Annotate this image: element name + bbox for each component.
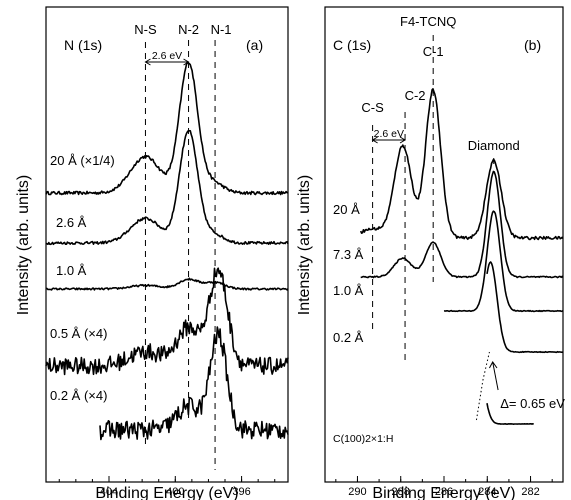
x-axis-label-a: Binding Energy (eV) [95, 485, 238, 500]
peak-name-label: C-S [361, 100, 384, 115]
panel-a-core-level: N (1s) [64, 37, 102, 53]
series-label: C(100)2×1:H [333, 433, 393, 445]
peak-name-label: N-S [134, 22, 157, 37]
peak-name-label: N-2 [178, 22, 199, 37]
energy-shift-label: Δ= 0.65 eV [500, 396, 565, 411]
series-label: 1.0 Å [56, 263, 87, 278]
x-tick-label: 284 [478, 486, 496, 498]
spectrum-line [360, 170, 564, 279]
shift-arrow-head [399, 136, 407, 144]
spectrum-line [45, 129, 289, 246]
spectrum-line [45, 267, 289, 376]
spectrum-line [45, 61, 289, 196]
spectrum-line [486, 261, 564, 354]
panel-b-label: (b) [524, 37, 541, 53]
spectrum-line [359, 88, 564, 241]
panel-b: C (1s) (b) F4-TCNQ 290 288 286 284 282 C-S C-2… [324, 6, 565, 498]
shift-arrow-head [183, 58, 190, 66]
shift-label: 2.6 eV [374, 128, 404, 140]
panel-a-label: (a) [246, 37, 263, 53]
x-tick-label: 288 [392, 486, 410, 498]
peak-name-label: N-1 [211, 22, 232, 37]
shift-arrow-head [144, 58, 151, 66]
x-tick-label: 400 [166, 486, 184, 498]
panel-a: N (1s) (a) 404 400 396 N-S N-2 N-1 2.6 eV 20 Å … [45, 6, 289, 498]
x-tick-label: 286 [435, 486, 453, 498]
spectrum-line [99, 326, 289, 441]
shift-arrow-head [371, 136, 378, 144]
panel-a-frame [45, 6, 289, 483]
y-axis-label-b: Intensity (arb. units) [296, 175, 313, 316]
series-label: 1.0 Å [333, 283, 364, 298]
spectrum-line [45, 277, 289, 291]
peak-name-label: C-1 [423, 44, 444, 59]
x-tick-label: 282 [521, 486, 539, 498]
series-label: 20 Å (×1/4) [50, 153, 115, 168]
y-axis-label-a: Intensity (arb. units) [15, 175, 32, 316]
x-tick-label: 396 [232, 486, 250, 498]
series-label: 0.2 Å (×4) [50, 388, 107, 403]
peak-name-label: Diamond [468, 138, 520, 153]
x-tick-label: 404 [100, 486, 118, 498]
delta-arrow [492, 361, 499, 391]
panel-b-header-label: F4-TCNQ [400, 14, 456, 29]
spectrum-line [443, 210, 564, 313]
panel-b-core-level: C (1s) [333, 37, 371, 53]
series-label: 20 Å [333, 202, 360, 217]
series-label: 2.6 Å [56, 215, 87, 230]
series-label: 0.5 Å (×4) [50, 326, 107, 341]
peak-name-label: C-2 [405, 88, 426, 103]
spectrum-line [486, 403, 534, 425]
x-axis-label-b: Binding Energy (eV) [372, 485, 515, 500]
shift-label: 2.6 eV [152, 50, 182, 62]
shift-dotted-line [475, 351, 490, 421]
series-label: 0.2 Å [333, 330, 364, 345]
delta-arrow-head [488, 361, 498, 369]
x-tick-label: 290 [348, 486, 366, 498]
series-label: 7.3 Å [333, 247, 364, 262]
